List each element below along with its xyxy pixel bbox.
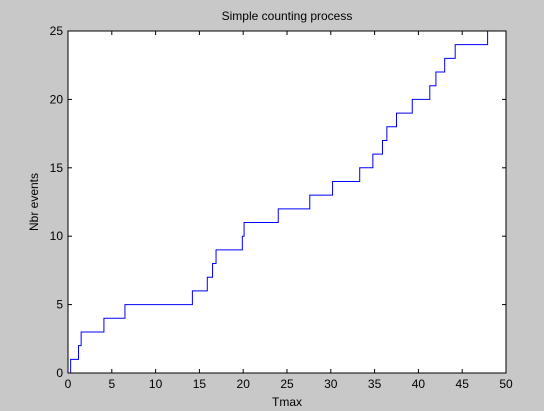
x-tick-label: 35 <box>368 377 382 391</box>
y-tick-label: 20 <box>50 92 64 106</box>
x-tick-label: 25 <box>280 377 294 391</box>
y-tick-label: 5 <box>56 298 63 312</box>
x-axis-label: Tmax <box>272 395 302 409</box>
axes-frame <box>67 30 507 374</box>
x-tick-label: 45 <box>456 377 470 391</box>
x-tick-label: 5 <box>108 377 115 391</box>
x-tick-label: 15 <box>193 377 207 391</box>
y-tick-label: 15 <box>50 161 64 175</box>
y-tick-label: 10 <box>50 229 64 243</box>
x-tick-label: 20 <box>237 377 251 391</box>
y-axis-label: Nbr events <box>27 173 41 231</box>
x-tick-label: 10 <box>149 377 163 391</box>
x-tick-label: 40 <box>412 377 426 391</box>
y-tick-label: 0 <box>56 366 63 380</box>
x-tick-label: 50 <box>499 377 513 391</box>
series-line <box>68 31 489 374</box>
y-tick-label: 25 <box>50 24 64 38</box>
axis-ticks: 0 5 10 15 20 25 30 35 40 45 50 0 5 10 15 20 25 <box>50 24 513 391</box>
plot-area <box>68 31 506 373</box>
x-tick-label: 0 <box>65 377 72 391</box>
chart-title: Simple counting process <box>222 9 353 23</box>
x-tick-label: 30 <box>324 377 338 391</box>
